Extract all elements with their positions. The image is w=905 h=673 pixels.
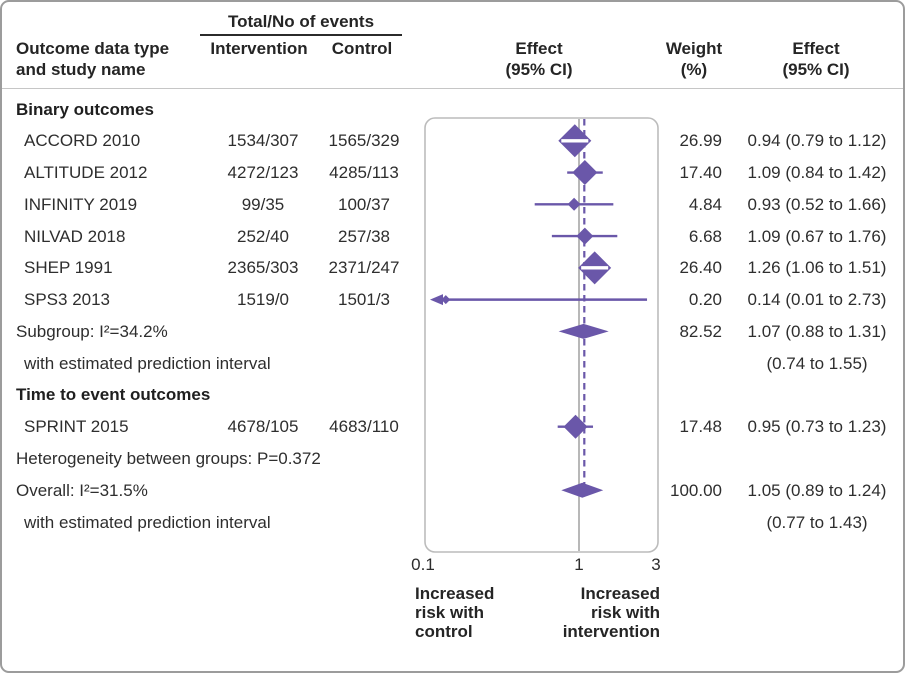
- effect-plot-column-header: Effect (95% CI): [505, 39, 573, 79]
- group-label: Time to event outcomes: [16, 385, 211, 405]
- effect-ci: 0.14 (0.01 to 2.73): [747, 290, 887, 310]
- effect-ci: 1.26 (1.06 to 1.51): [747, 258, 887, 278]
- weight-value: 17.40: [679, 163, 722, 183]
- intervention-events: 252/40: [237, 226, 289, 246]
- effect-ci: 0.95 (0.73 to 1.23): [747, 417, 887, 437]
- weight-value: 17.48: [679, 417, 722, 437]
- weight-value: 26.99: [679, 131, 722, 151]
- effect-ci: 1.07 (0.88 to 1.31): [747, 321, 887, 341]
- row-label: INFINITY 2019: [24, 194, 138, 214]
- control-events: 100/37: [338, 194, 390, 214]
- intervention-column-header: Intervention: [210, 39, 308, 58]
- intervention-events: 4272/123: [227, 163, 299, 183]
- intervention-events: 1534/307: [227, 131, 299, 151]
- weight-value: 26.40: [679, 258, 722, 278]
- summary-diamond: [561, 482, 604, 498]
- row-label: Overall: I²=31.5%: [16, 480, 148, 500]
- control-events: 2371/247: [328, 258, 400, 278]
- axis-tick-0.1: 0.1: [411, 555, 435, 574]
- header-divider: [2, 88, 903, 89]
- effect-ci: 1.09 (0.67 to 1.76): [747, 226, 887, 246]
- intervention-events: 99/35: [241, 194, 285, 214]
- row-label: ALTITUDE 2012: [24, 163, 148, 183]
- weight-value: 82.52: [679, 321, 722, 341]
- control-events: 257/38: [338, 226, 390, 246]
- row-label: Subgroup: I²=34.2%: [16, 321, 168, 341]
- footnote-increased-risk-control: Increased risk with control: [415, 584, 495, 641]
- effect-ci: (0.74 to 1.55): [766, 353, 868, 373]
- effect-ci: 0.93 (0.52 to 1.66): [747, 194, 887, 214]
- footnote-increased-risk-intervention: Increased risk with intervention: [562, 584, 660, 641]
- control-events: 4683/110: [329, 417, 399, 437]
- intervention-events: 4678/105: [227, 417, 299, 437]
- weight-value: 6.68: [688, 226, 722, 246]
- intervention-events: 2365/303: [227, 258, 299, 278]
- group-label: Binary outcomes: [16, 99, 154, 119]
- summary-diamond: [558, 323, 609, 339]
- effect-ci: 1.05 (0.89 to 1.24): [747, 480, 887, 500]
- row-label: with estimated prediction interval: [24, 512, 271, 532]
- row-label: SHEP 1991: [24, 258, 113, 278]
- study-diamond: [563, 414, 588, 439]
- study-diamond: [576, 227, 594, 245]
- ci-arrow-left: [430, 294, 443, 306]
- effect-text-column-header: Effect (95% CI): [782, 39, 850, 79]
- plot-box: [424, 117, 659, 553]
- weight-column-header: Weight (%): [665, 39, 723, 79]
- effect-ci: (0.77 to 1.43): [766, 512, 868, 532]
- control-events: 1501/3: [338, 290, 390, 310]
- study-diamond: [572, 160, 598, 186]
- row-label: ACCORD 2010: [24, 131, 141, 151]
- events-group-underline: [200, 34, 402, 36]
- axis-tick-3: 3: [651, 555, 661, 574]
- row-label: Heterogeneity between groups: P=0.372: [16, 448, 321, 468]
- outcome-column-header: Outcome data type and study name: [16, 39, 170, 79]
- study-diamond: [441, 295, 451, 305]
- control-column-header: Control: [331, 39, 393, 58]
- weight-value: 100.00: [670, 480, 722, 500]
- row-label: SPRINT 2015: [24, 417, 129, 437]
- effect-ci: 1.09 (0.84 to 1.42): [747, 163, 887, 183]
- axis-tick-1: 1: [574, 555, 584, 574]
- weight-value: 4.84: [688, 194, 722, 214]
- intervention-events: 1519/0: [237, 290, 289, 310]
- weight-value: 0.20: [688, 290, 722, 310]
- row-label: NILVAD 2018: [24, 226, 126, 246]
- events-group-header: Total/No of events: [227, 12, 375, 31]
- control-events: 1565/329: [328, 131, 400, 151]
- control-events: 4285/113: [329, 163, 399, 183]
- effect-ci: 0.94 (0.79 to 1.12): [747, 131, 887, 151]
- row-label: SPS3 2013: [24, 290, 111, 310]
- study-diamond: [567, 197, 581, 211]
- row-label: with estimated prediction interval: [24, 353, 271, 373]
